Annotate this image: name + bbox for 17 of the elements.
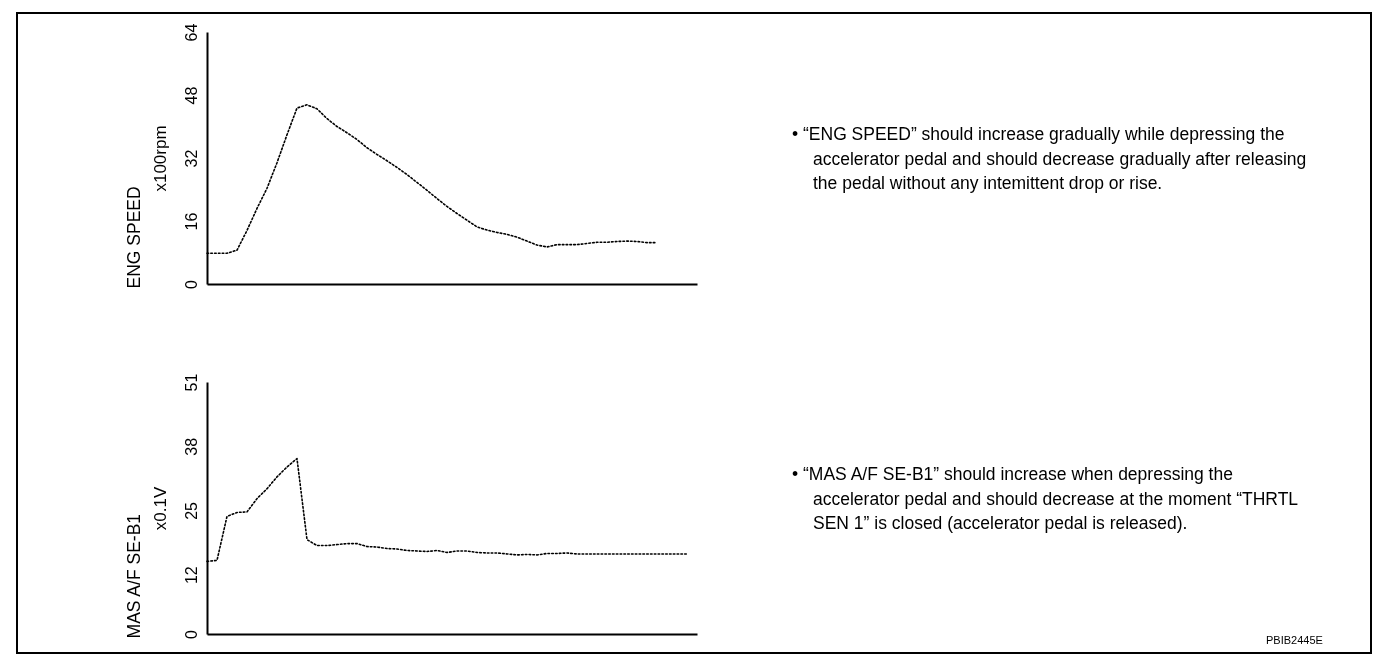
y-tick-label: 0 <box>182 629 200 639</box>
y-tick-label: 64 <box>182 23 200 42</box>
y-axis-title: x100rpm <box>150 125 170 192</box>
y-tick-label: 51 <box>182 373 200 392</box>
text: PBIB2445E <box>1266 634 1323 646</box>
y-tick-label: 25 <box>182 501 200 520</box>
y-tick-label: 38 <box>182 437 200 456</box>
y-tick-label: 48 <box>182 86 200 105</box>
y-tick-label: 0 <box>182 279 200 289</box>
y-tick-label: 32 <box>182 149 200 168</box>
y-axis-title: x0.1V <box>150 486 170 531</box>
text: MAS A/F SE-B1 <box>123 513 144 639</box>
text: ENG SPEED <box>123 186 144 289</box>
y-tick-label: 16 <box>182 212 200 231</box>
text: • “MAS A/F SE-B1” should increase when depressing the accelerator pedal and should decrease at the moment “THRTL SEN 1” is closed (accelerator pedal is released). <box>792 463 1299 535</box>
y-tick-label: 12 <box>182 566 200 585</box>
text: • “ENG SPEED” should increase gradually while depressing the accelerator pedal and should decrease gradually after releasing the pedal without any intemittent drop or rise. <box>792 123 1308 195</box>
